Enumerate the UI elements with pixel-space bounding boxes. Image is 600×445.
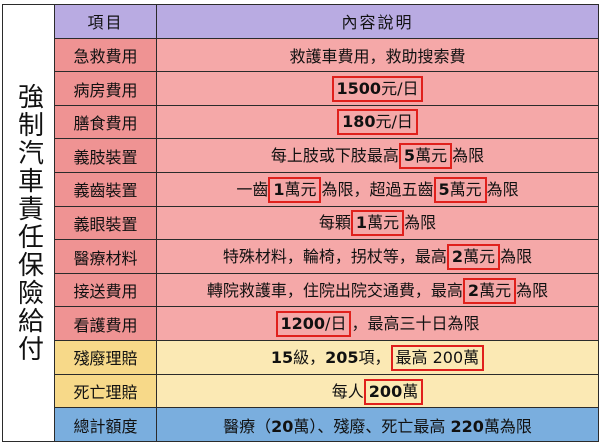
highlight-value: 最高 200萬 <box>395 347 480 367</box>
table-row: 病房費用 1500元/日 <box>3 71 599 106</box>
content-text: 為限 <box>452 146 485 166</box>
header-content: 內容說明 <box>156 4 599 39</box>
highlight-value: 180 <box>342 112 376 132</box>
highlight-unit: 元/日 <box>375 112 413 132</box>
row-label: 殘廢理賠 <box>54 340 157 375</box>
highlight-unit: /日 <box>325 314 347 334</box>
highlight-unit: 萬元 <box>463 247 496 267</box>
row-content: 醫療（20萬）、殘廢、死亡最高 220萬為限 <box>156 407 599 442</box>
highlight-box: 1200/日 <box>275 311 352 338</box>
row-label: 醫療材料 <box>54 239 157 274</box>
row-label: 接送費用 <box>54 272 157 308</box>
row-label: 總計額度 <box>54 407 157 442</box>
highlight-unit: 萬元 <box>479 280 512 300</box>
row-label: 病房費用 <box>54 71 157 106</box>
content-text: 萬為限 <box>483 416 532 436</box>
row-content: 180元/日 <box>156 104 599 140</box>
highlight-value: 200 <box>368 381 403 401</box>
content-text: 一齒 <box>236 179 269 199</box>
row-content: 15級，205項， 最高 200萬 <box>156 340 599 375</box>
table-row: 急救費用 救護車費用，救助搜索費 <box>3 37 599 73</box>
highlight-unit: 萬元 <box>284 179 317 199</box>
header-item: 項目 <box>54 4 157 39</box>
highlight-unit: 元/日 <box>381 78 419 98</box>
row-label: 義齒裝置 <box>54 172 157 207</box>
highlight-value: 5 <box>438 179 450 199</box>
content-text: 205 <box>325 347 359 367</box>
highlight-box: 1500元/日 <box>331 75 424 102</box>
highlight-value: 2 <box>451 247 464 267</box>
content-text: 每顆 <box>318 213 351 233</box>
highlight-box: 5萬元 <box>398 143 453 170</box>
content-text: 220 <box>450 416 484 436</box>
highlight-value: 1 <box>355 213 368 233</box>
content-text: 項， <box>358 347 391 367</box>
row-content: 每人 200萬 <box>156 373 599 409</box>
highlight-value: 2 <box>467 280 480 300</box>
table-row: 義肢裝置 每上肢或下肢最高 5萬元 為限 <box>3 138 599 174</box>
content-text: 級， <box>293 347 326 367</box>
highlight-box: 2萬元 <box>446 244 501 271</box>
content-text: 每上肢或下肢最高 <box>270 146 399 166</box>
table-row: 總計額度 醫療（20萬）、殘廢、死亡最高 220萬為限 <box>3 407 599 442</box>
content-text: ，最高三十日為限 <box>351 314 480 334</box>
table-row: 義眼裝置 每顆 1萬元 為限 <box>3 205 599 241</box>
content-text: 特殊材料，輪椅，拐杖等，最高 <box>222 247 447 267</box>
content-text: 為限 <box>404 213 437 233</box>
table-row: 接送費用 轉院救護車，住院出院交通費，最高 2萬元 為限 <box>3 272 599 308</box>
table-row: 看護費用 1200/日 ，最高三十日為限 <box>3 306 599 342</box>
content-text: 醫療（ <box>223 416 272 436</box>
highlight-unit: 萬 <box>402 381 419 401</box>
insurance-table-wrapper: 強制汽車責任保險給付 項目 內容說明 急救費用 救護車費用，救助搜索費 病房費用 1500元… <box>2 4 599 443</box>
highlight-unit: 萬元 <box>415 146 448 166</box>
highlight-box: 2萬元 <box>462 277 517 304</box>
content-text: 為限，超過五齒 <box>321 179 434 199</box>
highlight-box: 5萬元 <box>433 176 487 203</box>
row-label: 急救費用 <box>54 37 157 73</box>
row-content: 轉院救護車，住院出院交通費，最高 2萬元 為限 <box>156 272 599 308</box>
highlight-value: 1500 <box>336 78 382 98</box>
row-content: 每顆 1萬元 為限 <box>156 205 599 241</box>
content-text: 轉院救護車，住院出院交通費，最高 <box>206 280 463 300</box>
highlight-box: 最高 200萬 <box>390 344 485 371</box>
row-label: 膳食費用 <box>54 104 157 140</box>
row-content: 1200/日 ，最高三十日為限 <box>156 306 599 342</box>
row-content: 特殊材料，輪椅，拐杖等，最高 2萬元 為限 <box>156 239 599 274</box>
header-row: 強制汽車責任保險給付 項目 內容說明 <box>2 4 599 442</box>
table-row: 死亡理賠 每人 200萬 <box>3 373 599 409</box>
row-label: 死亡理賠 <box>54 373 157 409</box>
content-text: 15 <box>270 347 294 367</box>
row-content: 一齒 1萬元 為限，超過五齒 5萬元 為限 <box>156 172 599 207</box>
content-text: 20 <box>271 416 294 436</box>
table-row: 義齒裝置 一齒 1萬元 為限，超過五齒 5萬元 為限 <box>3 172 599 207</box>
table-body: 強制汽車責任保險給付 項目 內容說明 急救費用 救護車費用，救助搜索費 病房費用 1500元… <box>2 4 599 442</box>
content-text: 為限 <box>516 280 549 300</box>
highlight-unit: 萬元 <box>449 179 482 199</box>
content-text: 每人 <box>331 381 364 401</box>
table-row: 醫療材料 特殊材料，輪椅，拐杖等，最高 2萬元 為限 <box>3 239 599 274</box>
table-row: 殘廢理賠 15級，205項， 最高 200萬 <box>3 340 599 375</box>
highlight-box: 180元/日 <box>337 109 418 136</box>
row-content: 每上肢或下肢最高 5萬元 為限 <box>156 138 599 174</box>
row-label: 義肢裝置 <box>54 138 157 174</box>
highlight-value: 1200 <box>280 314 326 334</box>
highlight-box: 1萬元 <box>350 210 405 237</box>
row-content: 1500元/日 <box>156 71 599 106</box>
content-text: 為限 <box>500 247 533 267</box>
row-content: 救護車費用，救助搜索費 <box>156 37 599 73</box>
table-row: 膳食費用 180元/日 <box>3 104 599 140</box>
highlight-box: 200萬 <box>363 378 424 405</box>
row-label: 義眼裝置 <box>54 205 157 241</box>
highlight-value: 1 <box>273 179 285 199</box>
highlight-unit: 萬元 <box>367 213 400 233</box>
content-text: 為限 <box>486 179 519 199</box>
content-text: 萬）、殘廢、死亡最高 <box>293 416 451 436</box>
highlight-box: 1萬元 <box>268 176 322 203</box>
row-label: 看護費用 <box>54 306 157 342</box>
content-text: 救護車費用，救助搜索費 <box>289 46 466 66</box>
highlight-value: 5 <box>403 146 416 166</box>
side-title-text: 強制汽車責任保險給付 <box>13 82 44 363</box>
insurance-benefit-table: 強制汽車責任保險給付 項目 內容說明 急救費用 救護車費用，救助搜索費 病房費用 1500元… <box>2 4 599 442</box>
side-title: 強制汽車責任保險給付 <box>2 4 55 442</box>
